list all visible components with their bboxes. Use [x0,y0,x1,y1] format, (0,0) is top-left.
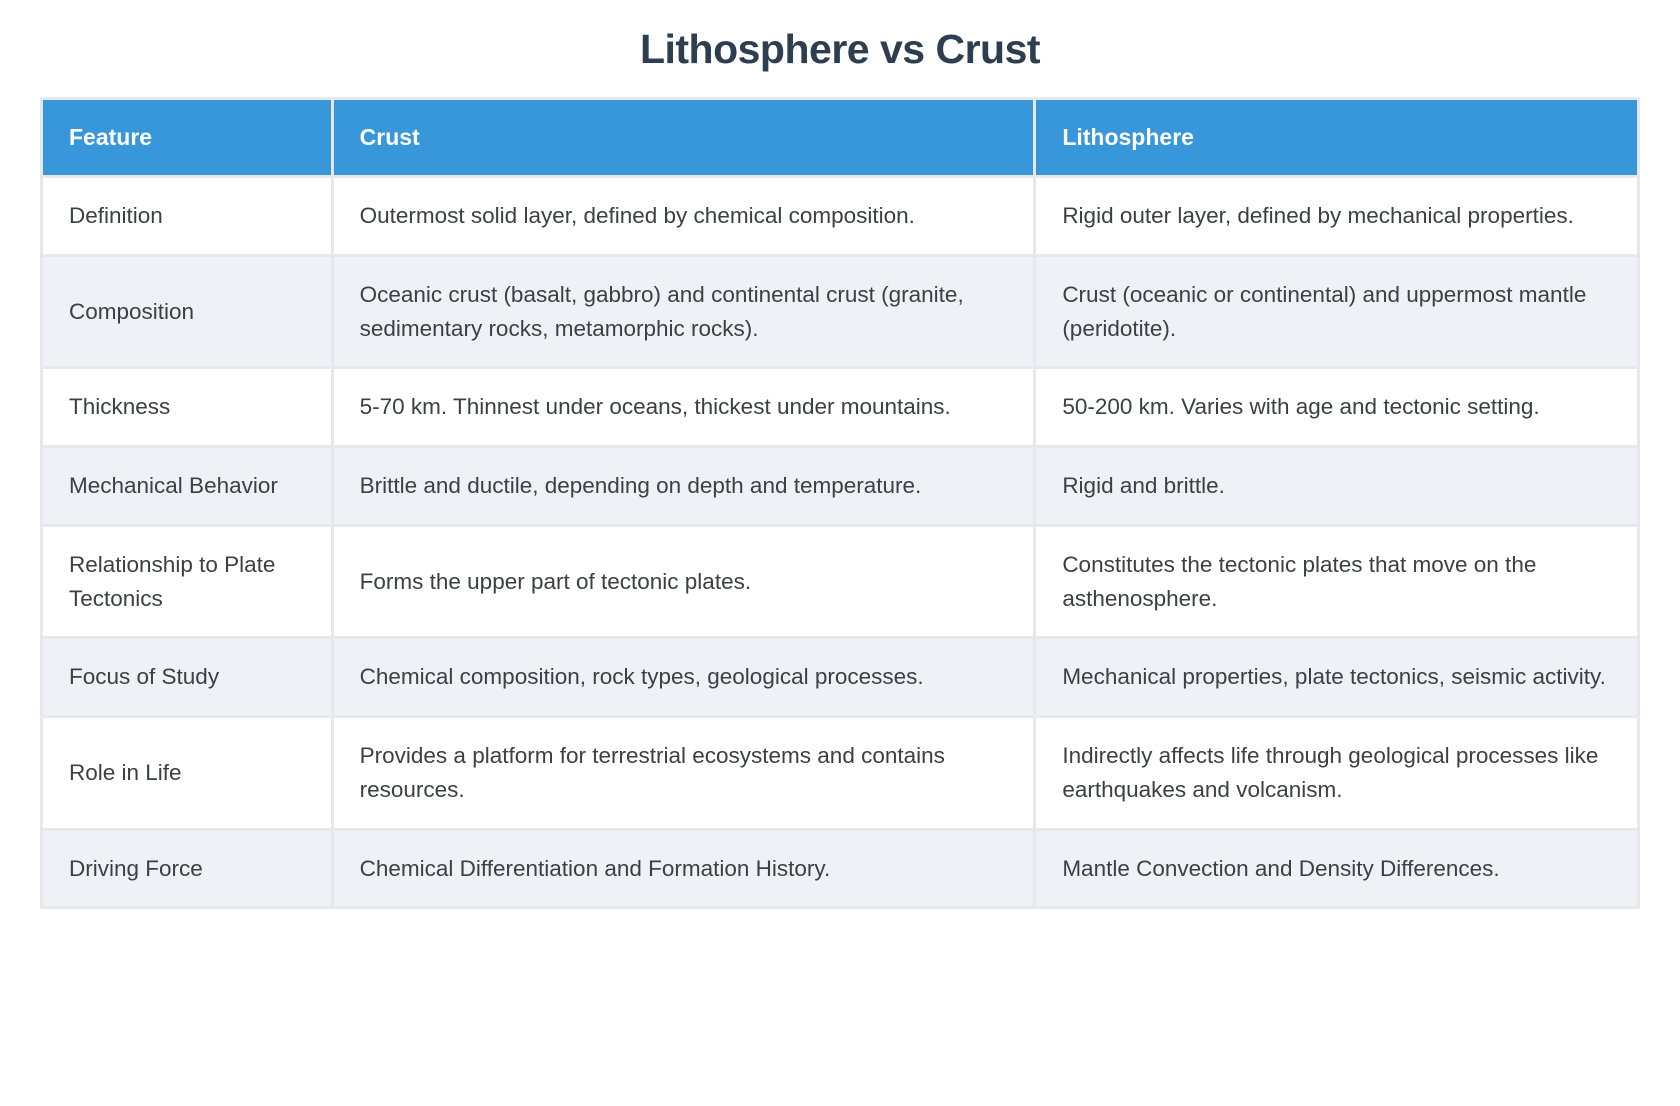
cell-crust: Brittle and ductile, depending on depth … [330,445,1037,527]
table-row: Driving Force Chemical Differentiation a… [40,827,1640,910]
cell-crust: Outermost solid layer, defined by chemic… [330,175,1037,257]
cell-crust: Chemical Differentiation and Formation H… [330,827,1037,910]
column-header-feature: Feature [40,97,334,178]
cell-crust: 5-70 km. Thinnest under oceans, thickest… [330,366,1037,448]
header-row: Feature Crust Lithosphere [40,97,1640,178]
table-head: Feature Crust Lithosphere [40,97,1640,178]
table-row: Role in Life Provides a platform for ter… [40,715,1640,831]
cell-lithosphere: Mechanical properties, plate tectonics, … [1033,636,1640,718]
cell-lithosphere: Mantle Convection and Density Difference… [1033,827,1640,910]
cell-crust: Provides a platform for terrestrial ecos… [330,715,1037,831]
cell-feature: Relationship to Plate Tectonics [40,523,334,640]
column-header-lithosphere: Lithosphere [1033,97,1640,178]
cell-crust: Chemical composition, rock types, geolog… [330,636,1037,718]
page-title: Lithosphere vs Crust [639,26,1041,72]
comparison-table: Feature Crust Lithosphere Definition Out… [40,97,1640,910]
table-row: Thickness 5-70 km. Thinnest under oceans… [40,366,1640,448]
table-row: Mechanical Behavior Brittle and ductile,… [40,445,1640,527]
table-row: Composition Oceanic crust (basalt, gabbr… [40,253,1640,370]
column-header-crust: Crust [330,97,1037,178]
cell-feature: Composition [40,253,334,370]
table-body: Definition Outermost solid layer, define… [40,175,1640,910]
cell-lithosphere: Constitutes the tectonic plates that mov… [1033,523,1640,640]
cell-feature: Definition [40,175,334,257]
cell-lithosphere: Rigid outer layer, defined by mechanical… [1033,175,1640,257]
table-row: Focus of Study Chemical composition, roc… [40,636,1640,718]
cell-feature: Thickness [40,366,334,448]
cell-lithosphere: Crust (oceanic or continental) and upper… [1033,253,1640,370]
table-row: Definition Outermost solid layer, define… [40,175,1640,257]
cell-lithosphere: Rigid and brittle. [1033,445,1640,527]
cell-feature: Driving Force [40,827,334,910]
cell-crust: Oceanic crust (basalt, gabbro) and conti… [330,253,1037,370]
cell-feature: Mechanical Behavior [40,445,334,527]
cell-lithosphere: 50-200 km. Varies with age and tectonic … [1033,366,1640,448]
table-row: Relationship to Plate Tectonics Forms th… [40,523,1640,640]
cell-feature: Focus of Study [40,636,334,718]
cell-feature: Role in Life [40,715,334,831]
cell-lithosphere: Indirectly affects life through geologic… [1033,715,1640,831]
cell-crust: Forms the upper part of tectonic plates. [330,523,1037,640]
